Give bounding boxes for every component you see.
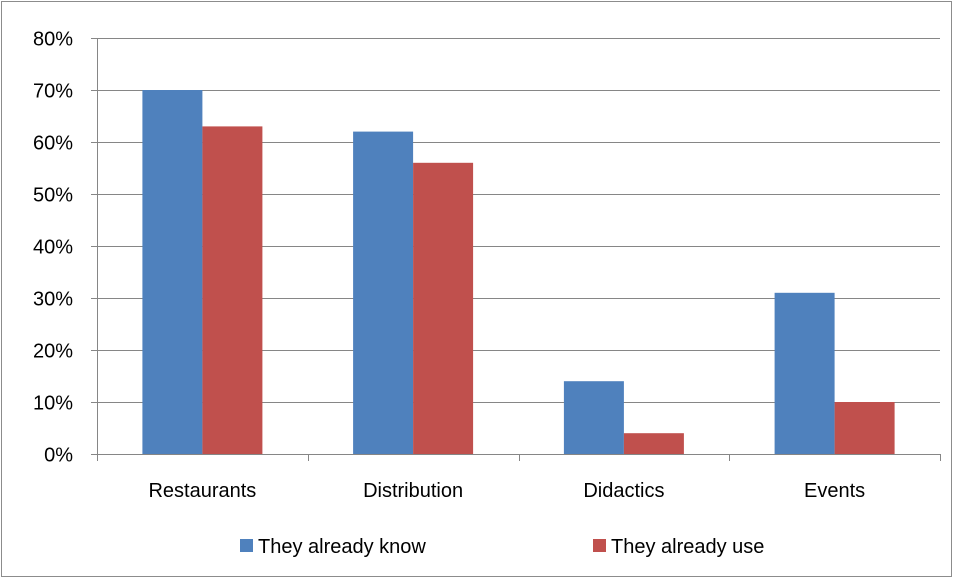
y-tick-label: 10%: [33, 393, 73, 415]
bar-use-distribution: [413, 162, 474, 455]
legend-label: They already use: [611, 536, 764, 558]
axes: [91, 38, 941, 461]
legend-label: They already know: [258, 536, 426, 558]
legend-swatch: [240, 539, 253, 552]
y-tick-label: 40%: [33, 237, 73, 259]
y-tick-label: 60%: [33, 133, 73, 155]
legend-item: They already use: [593, 536, 764, 558]
y-axis-tick-labels: 0% 10% 20% 30% 40% 50% 60% 70% 80%: [33, 29, 73, 467]
legend-swatch: [593, 539, 606, 552]
bar-know-restaurants: [142, 90, 203, 454]
bars: [142, 90, 895, 455]
x-tick-label: Distribution: [363, 480, 463, 502]
y-tick-label: 80%: [33, 29, 73, 51]
legend-item: They already know: [240, 536, 426, 558]
bar-know-distribution: [353, 131, 414, 454]
bar-use-events: [834, 402, 895, 454]
y-tick-label: 50%: [33, 185, 73, 207]
y-tick-label: 70%: [33, 81, 73, 103]
x-axis-tick-labels: Restaurants Distribution Didactics Events: [148, 480, 865, 502]
y-tick-label: 0%: [44, 445, 73, 467]
bar-use-didactics: [623, 433, 684, 454]
x-tick-label: Events: [804, 480, 865, 502]
x-tick-label: Restaurants: [148, 480, 256, 502]
bar-know-events: [774, 292, 835, 454]
legend: They already know They already use: [240, 536, 764, 558]
bar-know-didactics: [563, 381, 624, 454]
x-tick-label: Didactics: [583, 480, 664, 502]
y-tick-label: 30%: [33, 289, 73, 311]
bar-use-restaurants: [202, 126, 263, 455]
y-tick-label: 20%: [33, 341, 73, 363]
